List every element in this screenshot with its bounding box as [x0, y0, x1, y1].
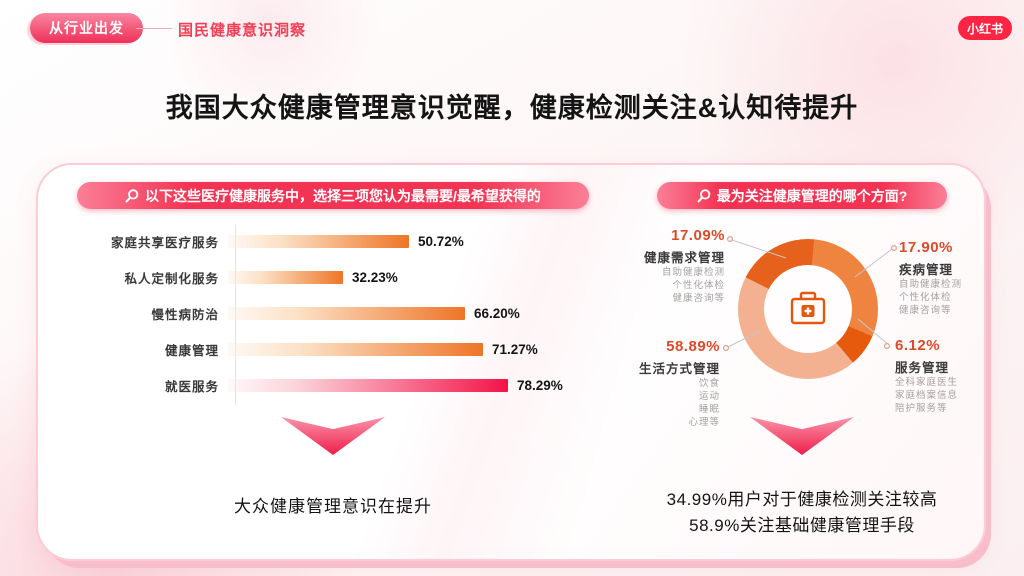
segment-sub-item: 家庭档案信息: [895, 390, 959, 401]
page-title: 我国大众健康管理意识觉醒，健康检测关注&认知待提升: [165, 93, 859, 123]
donut-callout-health-needs: 17.09% 健康需求管理 自助健康检测 个性化体检 健康咨询等: [605, 227, 725, 305]
section-badge: 从行业出发: [30, 13, 143, 43]
segment-percentage: 17.09%: [671, 227, 725, 244]
bar: [228, 306, 465, 320]
section-subtitle: 国民健康意识洞察: [178, 22, 307, 39]
right-question-banner: 最为关注健康管理的哪个方面?: [657, 182, 947, 209]
donut-callout-lifestyle-mgmt: 58.89% 生活方式管理 饮食 运动 睡眠 心理等: [590, 338, 720, 429]
bar: [228, 270, 343, 284]
bar-value: 66.20%: [474, 305, 520, 321]
segment-sub-item: 健康咨询等: [672, 293, 725, 304]
down-arrow-icon: [281, 417, 385, 455]
bar-chart: 家庭共享医疗服务 50.72% 私人定制化服务 32.23% 慢性病防治 66.…: [78, 223, 588, 403]
right-conclusion-line1: 34.99%用户对于健康检测关注较高: [666, 490, 938, 509]
segment-sub-item: 全科家庭医生: [895, 377, 959, 388]
segment-percentage: 58.89%: [666, 338, 720, 355]
segment-sub-item: 个性化体检: [672, 280, 725, 291]
segment-name: 疾病管理: [899, 263, 954, 277]
left-conclusion: 大众健康管理意识在提升: [234, 497, 432, 516]
segment-sub-item: 陪护服务等: [895, 403, 948, 414]
segment-name: 生活方式管理: [638, 362, 720, 376]
bar-row: 家庭共享医疗服务 50.72%: [78, 223, 588, 259]
bar-value: 50.72%: [418, 233, 464, 249]
first-aid-kit-icon: [790, 291, 826, 325]
bar-row: 慢性病防治 66.20%: [78, 295, 588, 331]
bar: [228, 234, 409, 248]
background-decoration: [120, 0, 420, 100]
left-question-banner: 以下这些医疗健康服务中，选择三项您认为最需要/最希望获得的: [77, 182, 589, 209]
bar-value: 71.27%: [492, 341, 538, 357]
segment-sub-item: 个性化体检: [899, 292, 952, 303]
bar-label: 健康管理: [164, 343, 219, 358]
left-question-text: 以下这些医疗健康服务中，选择三项您认为最需要/最希望获得的: [145, 187, 541, 204]
segment-sub-item: 自助健康检测: [661, 267, 725, 278]
segment-sub-item: 睡眠: [698, 404, 720, 415]
bar-label: 私人定制化服务: [124, 271, 219, 286]
down-arrow-icon: [750, 417, 854, 455]
xiaohongshu-logo: 小红书: [958, 16, 1012, 40]
bar-label: 就医服务: [164, 379, 219, 394]
content-card: 以下这些医疗健康服务中，选择三项您认为最需要/最希望获得的 家庭共享医疗服务 5…: [36, 163, 986, 561]
segment-sub-item: 运动: [698, 391, 720, 402]
bar-label: 家庭共享医疗服务: [110, 235, 219, 250]
segment-sub-item: 心理等: [688, 417, 720, 428]
segment-percentage: 17.90%: [899, 239, 953, 256]
bar: [228, 378, 508, 392]
donut-chart: [738, 239, 878, 379]
bar-row: 健康管理 71.27%: [78, 331, 588, 367]
segment-sub-item: 健康咨询等: [899, 305, 952, 316]
segment-sub-item: 饮食: [698, 378, 720, 389]
bar-value: 78.29%: [517, 377, 563, 393]
donut-callout-service-mgmt: 6.12% 服务管理 全科家庭医生 家庭档案信息 陪护服务等: [895, 337, 1010, 415]
right-question-text: 最为关注健康管理的哪个方面?: [716, 187, 908, 204]
segment-name: 服务管理: [895, 361, 950, 375]
badge-connector-line: [136, 28, 172, 29]
donut-callout-disease-mgmt: 17.90% 疾病管理 自助健康检测 个性化体检 健康咨询等: [899, 239, 1014, 317]
right-conclusion: 34.99%用户对于健康检测关注较高 58.9%关注基础健康管理手段: [622, 487, 982, 539]
bar-label: 慢性病防治: [151, 307, 219, 322]
search-icon: [125, 188, 139, 202]
donut-hole: [764, 265, 852, 353]
bar-value: 32.23%: [352, 269, 398, 285]
segment-sub-item: 自助健康检测: [899, 279, 963, 290]
segment-name: 健康需求管理: [643, 251, 725, 265]
right-conclusion-line2: 58.9%关注基础健康管理手段: [689, 516, 915, 535]
bar-row: 私人定制化服务 32.23%: [78, 259, 588, 295]
segment-percentage: 6.12%: [895, 337, 941, 354]
bar: [228, 342, 483, 356]
bar-row: 就医服务 78.29%: [78, 367, 588, 403]
search-icon: [697, 188, 711, 202]
